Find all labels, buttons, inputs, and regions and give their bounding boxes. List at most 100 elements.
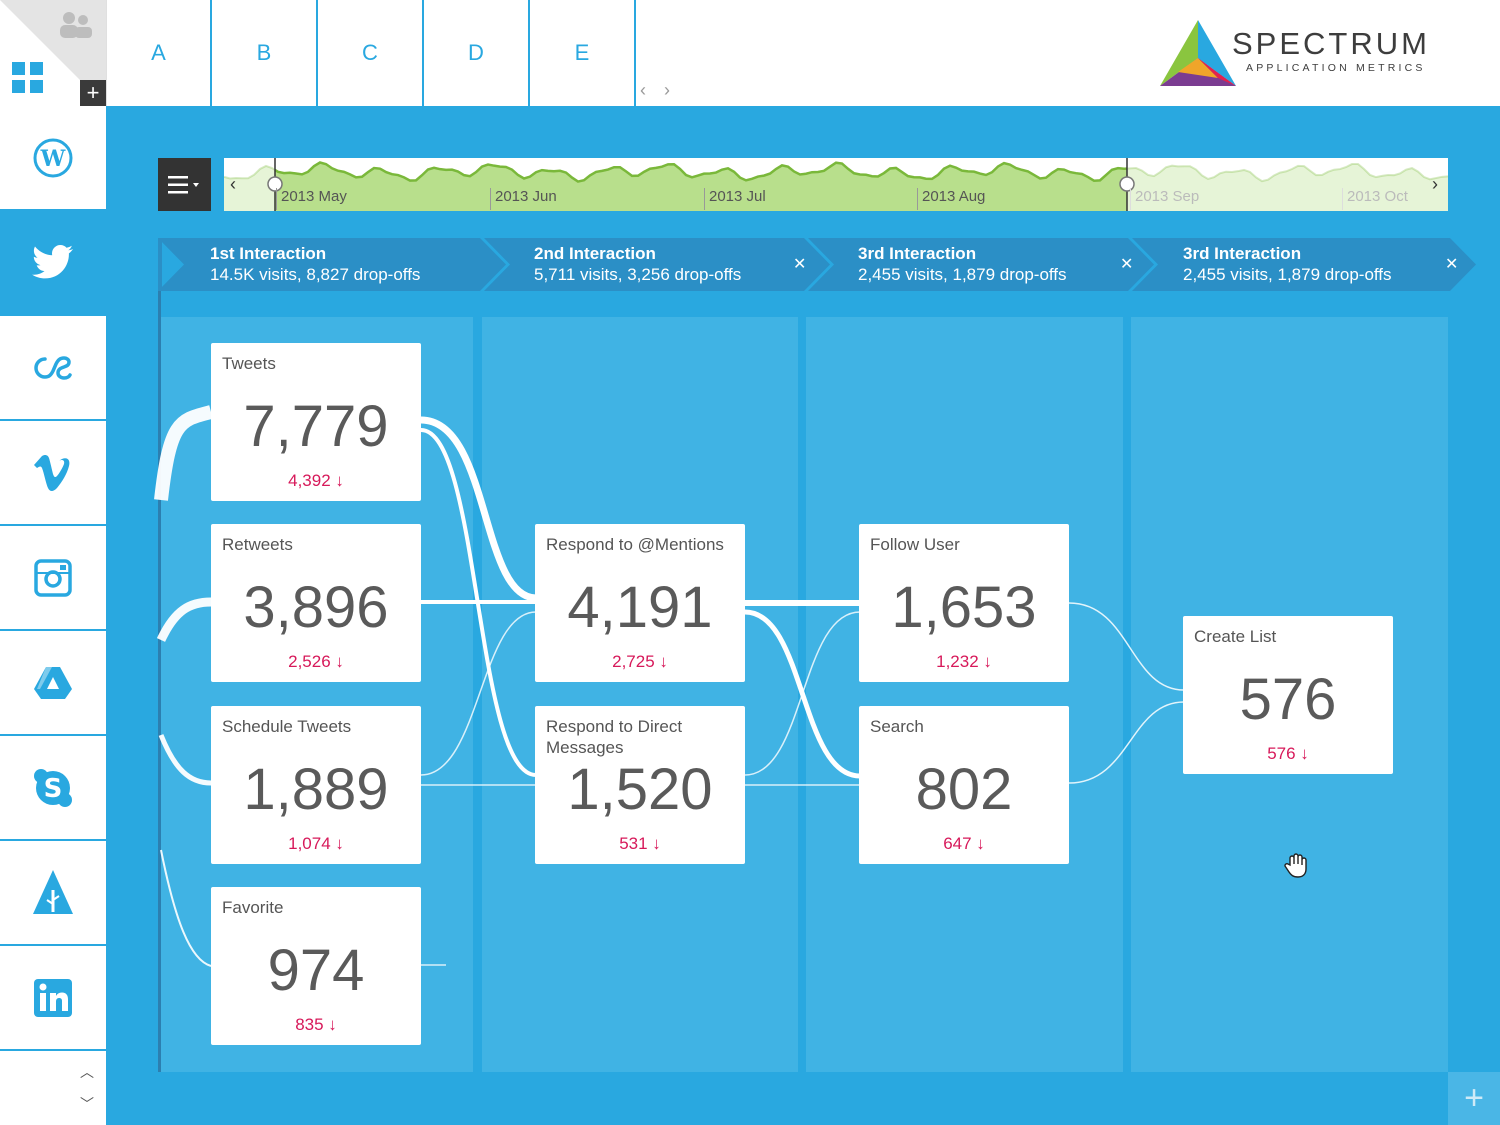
step-header-2: 2nd Interaction 5,711 visits, 3,256 drop… [534,243,741,285]
card-label: Follow User [870,535,960,554]
timeline-label: 2013 Oct [1342,188,1408,210]
sidebar-item-google-drive[interactable] [0,631,106,736]
tab-scroll-arrows: ‹ › [640,80,670,101]
tab-strip: A B C D E [106,0,636,106]
funnel-card-favorite[interactable]: Favorite 974 835 ↓ [211,887,421,1045]
card-label: Schedule Tweets [222,717,352,736]
funnel-card-retweets[interactable]: Retweets 3,896 2,526 ↓ [211,524,421,682]
funnel-card-respond-mentions[interactable]: Respond to @Mentions 4,191 2,725 ↓ [535,524,745,682]
timeline-start-handle[interactable] [267,176,283,192]
dashboard-corner: + [0,0,106,106]
add-dashboard-button[interactable]: + [80,80,106,106]
step-stats: 14.5K visits, 8,827 drop-offs [210,265,421,284]
sidebar-scroll-down-button[interactable]: ﹀ [80,1096,94,1112]
sidebar-item-instagram[interactable] [0,526,106,631]
timeline-prev-button[interactable]: ‹ [230,174,236,194]
funnel-card-search[interactable]: Search 802 647 ↓ [859,706,1069,864]
timeline-label: 2013 May [276,188,347,210]
tab-e[interactable]: E [530,0,636,106]
users-icon[interactable] [58,10,94,40]
card-dropoff: 2,526 ↓ [288,652,344,671]
timeline-label: 2013 Aug [917,188,985,210]
brand-subtitle: APPLICATION METRICS [1246,62,1426,74]
column-step-2 [482,317,798,1072]
step-stats: 5,711 visits, 3,256 drop-offs [534,265,742,284]
tab-prev-button[interactable]: ‹ [640,80,646,100]
step-title: 2nd Interaction [534,244,656,263]
card-value: 802 [915,757,1013,822]
card-label: Favorite [222,898,284,917]
card-value: 1,889 [243,757,389,822]
card-dropoff: 647 ↓ [943,834,985,853]
tab-a[interactable]: A [106,0,212,106]
card-dropoff: 835 ↓ [295,1015,337,1034]
timeline-end-handle[interactable] [1119,176,1135,192]
step-header-bar [158,238,1476,291]
step-title: 3rd Interaction [858,244,977,263]
tab-b[interactable]: B [212,0,318,106]
funnel-card-respond-dm[interactable]: Respond to Direct Messages 1,520 531 ↓ [535,706,745,864]
card-dropoff: 1,232 ↓ [936,652,992,671]
card-value: 3,896 [243,575,389,640]
google-drive-icon [34,666,72,699]
timeline-line-selected [275,161,1127,183]
step-title: 1st Interaction [210,244,327,263]
card-value: 974 [267,938,365,1003]
card-label: Retweets [222,535,293,554]
card-dropoff: 531 ↓ [619,834,661,853]
app-sidebar: W S ︿ ﹀ [0,106,106,1125]
vimeo-icon [34,454,70,491]
sidebar-item-skype[interactable]: S [0,736,106,841]
lastfm-icon [34,355,72,380]
close-icon[interactable]: ✕ [1445,256,1459,273]
card-value: 1,653 [891,575,1037,640]
close-icon[interactable]: ✕ [1120,256,1134,273]
card-label: Respond to Direct Messages [546,717,683,757]
sidebar-item-lastfm[interactable] [0,316,106,421]
menu-button[interactable] [158,158,211,211]
step-header-3: 3rd Interaction 2,455 visits, 1,879 drop… [858,243,1067,285]
linkedin-icon [34,978,72,1017]
sidebar-item-twitter[interactable] [0,211,106,316]
step-title: 3rd Interaction [1183,244,1302,263]
timeline-area-selected [275,162,1127,211]
funnel-card-follow-user[interactable]: Follow User 1,653 1,232 ↓ [859,524,1069,682]
sidebar-item-linkedin[interactable] [0,946,106,1051]
top-bar: + A B C D E ‹ › SPECTRUM APPLICATION MET… [0,0,1500,106]
sidebar-item-forrst[interactable] [0,841,106,946]
timeline-range-selector[interactable]: 2013 May 2013 Jun 2013 Jul 2013 Aug 2013… [224,158,1448,211]
forrst-icon [33,869,73,914]
funnel-card-create-list[interactable]: Create List 576 576 ↓ [1183,616,1393,774]
twitter-icon [32,244,73,278]
card-value: 1,520 [567,757,713,822]
add-step-button[interactable]: + [1448,1072,1500,1125]
funnel-card-tweets[interactable]: Tweets 7,779 4,392 ↓ [211,343,421,501]
sidebar-item-wordpress[interactable]: W [0,106,106,211]
card-value: 4,191 [567,575,713,640]
card-label: Search [870,717,924,736]
timeline-label: 2013 Jun [490,188,557,210]
funnel-card-schedule-tweets[interactable]: Schedule Tweets 1,889 1,074 ↓ [211,706,421,864]
card-value: 576 [1239,667,1337,732]
card-dropoff: 576 ↓ [1267,744,1309,763]
timeline-sparkline [224,158,1448,211]
grid-icon[interactable] [12,62,44,94]
card-dropoff: 4,392 ↓ [288,471,344,490]
tab-next-button[interactable]: › [664,80,670,100]
close-icon[interactable]: ✕ [793,256,807,273]
card-label: Create List [1194,627,1277,646]
sidebar-scroll: ︿ ﹀ [80,1056,94,1120]
step-header-4: 3rd Interaction 2,455 visits, 1,879 drop… [1183,243,1392,285]
hand-cursor-icon [1284,853,1307,878]
tab-c[interactable]: C [318,0,424,106]
brand-title: SPECTRUM [1232,26,1430,61]
timeline-next-button[interactable]: › [1432,174,1438,194]
card-label: Respond to @Mentions [546,535,724,554]
card-dropoff: 2,725 ↓ [612,652,668,671]
menu-icon [167,175,199,193]
step-stats: 2,455 visits, 1,879 drop-offs [1183,265,1392,284]
sidebar-scroll-up-button[interactable]: ︿ [80,1064,94,1080]
tab-d[interactable]: D [424,0,530,106]
sidebar-item-vimeo[interactable] [0,421,106,526]
svg-text:S: S [44,774,63,804]
